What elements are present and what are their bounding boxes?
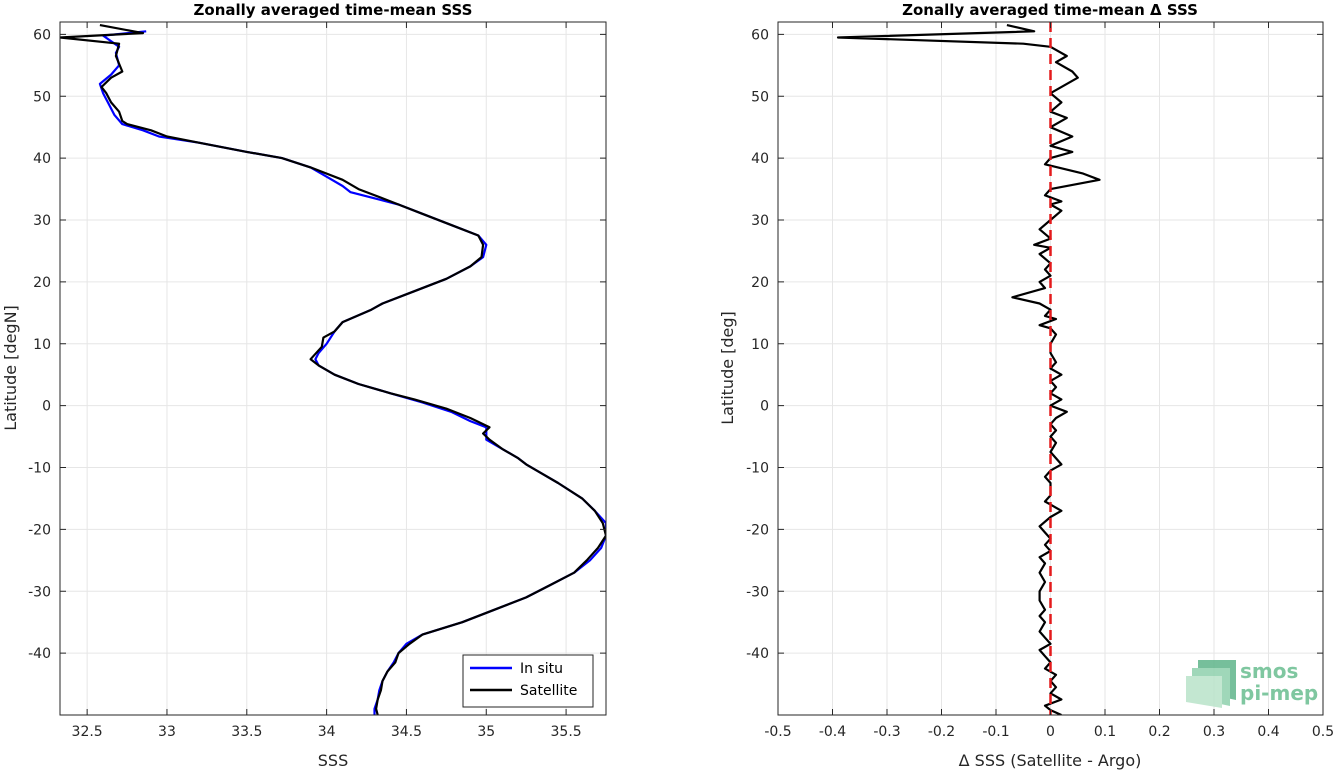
sss-x-ticks: 32.5 33 33.5 34 34.5 35 35.5 [72, 22, 582, 740]
delta-sss-x-tick-label: 0.5 [1312, 724, 1334, 740]
sss-x-tick-label: 33.5 [231, 724, 262, 740]
delta-sss-x-tick-label: 0.3 [1203, 724, 1225, 740]
sss-axes-box [59, 21, 607, 716]
sss-series-satellite-line [60, 24, 606, 715]
logo-text-pimep: pi-mep [1240, 681, 1318, 705]
delta-sss-y-tick-label: -10 [746, 461, 769, 477]
delta-sss-x-tick-label: -0.3 [873, 724, 900, 740]
delta-sss-y-ticks: -40 -30 -20 -10 0 10 20 30 40 50 60 [746, 27, 1323, 662]
sss-y-tick-label: 50 [33, 89, 51, 105]
sss-y-tick-label: 40 [33, 151, 51, 167]
delta-sss-x-ticks: -0.5 -0.4 -0.3 -0.2 -0.1 0 0.1 0.2 0.3 0.4 0.5 [764, 22, 1334, 740]
sss-x-axis-label: SSS [318, 751, 348, 770]
sss-y-tick-label: -20 [28, 522, 51, 538]
sss-y-tick-label: -40 [28, 646, 51, 662]
delta-sss-x-tick-label: -0.1 [982, 724, 1009, 740]
sss-y-tick-label: -10 [28, 461, 51, 477]
delta-sss-y-tick-label: -20 [746, 522, 769, 538]
delta-sss-y-tick-label: -40 [746, 646, 769, 662]
delta-sss-y-tick-label: 50 [751, 89, 769, 105]
delta-sss-series-delta-line [836, 24, 1101, 715]
sss-y-axis-label: Latitude [degN] [1, 305, 20, 431]
sss-panel: Zonally averaged time-mean SSS 32.5 33 33.… [1, 1, 607, 770]
delta-sss-panel: Zonally averaged time-mean Δ SSS -0.5 -0.… [718, 1, 1334, 770]
sss-x-tick-label: 35 [477, 724, 495, 740]
sss-y-ticks: -40 -30 -20 -10 0 10 20 30 40 50 60 [28, 27, 606, 662]
sss-plot-area [60, 24, 606, 715]
delta-sss-x-tick-label: 0.2 [1148, 724, 1170, 740]
delta-sss-y-tick-label: -30 [746, 584, 769, 600]
logo-text-smos: smos [1240, 659, 1298, 683]
delta-sss-plot-area [836, 22, 1101, 715]
delta-sss-x-tick-label: -0.4 [819, 724, 846, 740]
delta-sss-y-tick-label: 10 [751, 337, 769, 353]
smos-pimep-logo-icon [1186, 660, 1236, 708]
smos-pimep-logo: smos pi-mep [1186, 659, 1318, 708]
delta-sss-x-axis-label: Δ SSS (Satellite - Argo) [959, 751, 1142, 770]
sss-y-tick-label: 30 [33, 213, 51, 229]
sss-legend: In situ Satellite [462, 654, 594, 708]
delta-sss-y-tick-label: 30 [751, 213, 769, 229]
sss-x-tick-label: 34 [318, 724, 336, 740]
sss-grid [60, 22, 606, 715]
delta-sss-x-tick-label: 0.4 [1257, 724, 1279, 740]
delta-sss-y-tick-label: 20 [751, 275, 769, 291]
sss-x-tick-label: 33 [158, 724, 176, 740]
delta-sss-x-tick-label: 0.1 [1094, 724, 1116, 740]
sss-y-tick-label: 0 [42, 399, 51, 415]
sss-y-tick-label: 60 [33, 27, 51, 43]
delta-sss-y-tick-label: 60 [751, 27, 769, 43]
delta-sss-panel-title: Zonally averaged time-mean Δ SSS [902, 1, 1198, 19]
delta-sss-y-tick-label: 0 [760, 399, 769, 415]
delta-sss-y-tick-label: 40 [751, 151, 769, 167]
sss-x-tick-label: 32.5 [72, 724, 103, 740]
sss-x-tick-label: 34.5 [391, 724, 422, 740]
sss-y-tick-label: 20 [33, 275, 51, 291]
delta-sss-x-tick-label: -0.2 [928, 724, 955, 740]
sss-x-tick-label: 35.5 [551, 724, 582, 740]
legend-in-situ-label: In situ [520, 661, 563, 677]
sss-y-tick-label: 10 [33, 337, 51, 353]
sss-panel-title: Zonally averaged time-mean SSS [194, 1, 473, 19]
legend-satellite-label: Satellite [520, 683, 577, 699]
delta-sss-x-tick-label: -0.5 [764, 724, 791, 740]
delta-sss-y-axis-label: Latitude [deg] [718, 311, 737, 425]
sss-y-tick-label: -30 [28, 584, 51, 600]
delta-sss-x-tick-label: 0 [1046, 724, 1055, 740]
